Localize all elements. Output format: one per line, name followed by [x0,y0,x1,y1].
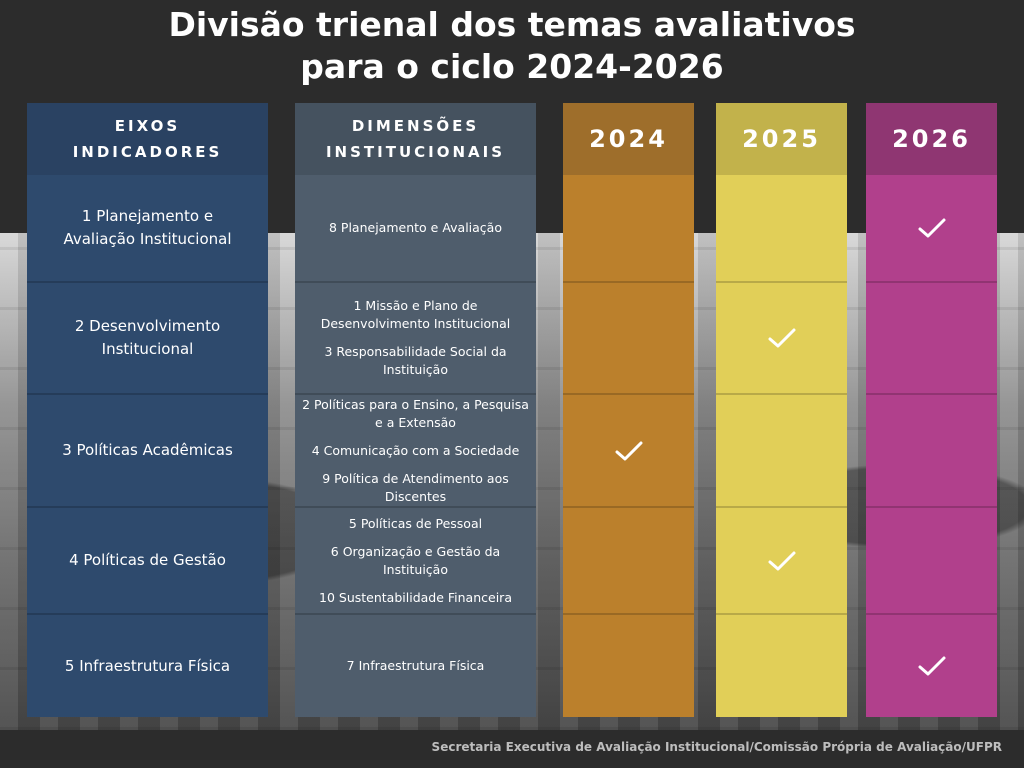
footer-bar [0,730,1024,768]
dimensao-item: 2 Políticas para o Ensino, a Pesquisa e … [302,396,529,432]
eixo-cell-5: 5 Infraestrutura Física [27,613,268,717]
dimensao-text: Instituição [383,362,448,377]
footer-credit: Secretaria Executiva de Avaliação Instit… [431,740,1002,754]
year-label: 2026 [892,125,971,153]
checkmark-icon [918,656,945,676]
year-cell [716,506,847,613]
eixo-cell-1: 1 Planejamento e Avaliação Institucional [27,175,268,281]
year-cell [563,613,694,717]
dimensao-item: 1 Missão e Plano de Desenvolvimento Inst… [321,297,511,333]
dimensao-item: 7 Infraestrutura Física [347,657,485,675]
checkmark-icon [918,218,945,238]
dimensao-item: 4 Comunicação com a Sociedade [312,442,520,460]
header-dimensoes: DIMENSÕES INSTITUCIONAIS [295,103,536,175]
year-cell [866,175,997,281]
dimensao-text: 3 Responsabilidade Social da [324,344,507,359]
dimensao-text: 10 Sustentabilidade Financeira [319,589,512,605]
year-cell [866,281,997,393]
dimensao-text: Discentes [384,488,447,504]
column-dimensoes-institucionais: DIMENSÕES INSTITUCIONAIS 8 Planejamento … [295,103,536,717]
year-label: 2024 [589,125,668,153]
header-eixos: EIXOS INDICADORES [27,103,268,175]
header-year-2026: 2026 [866,103,997,175]
dimensao-text: Instituição [383,561,448,577]
dimensao-text: e a Extensão [375,414,456,430]
eixo-cell-2: 2 Desenvolvimento Institucional [27,281,268,393]
dimensao-text: 5 Políticas de Pessoal [348,515,483,531]
dimensao-text: 9 Política de Atendimento aos [322,470,509,486]
dimensao-item: 8 Planejamento e Avaliação [329,219,502,237]
dimensao-text: 6 Organização e Gestão da [330,543,501,559]
dimensao-cell-4: 5 Políticas de Pessoal 6 Organização e G… [295,506,536,613]
year-cell [716,175,847,281]
title-line-1: Divisão trienal dos temas avaliativos [168,5,856,44]
eixo-text: 5 Infraestrutura Física [64,656,231,675]
page-title: Divisão trienal dos temas avaliativos pa… [0,4,1024,88]
dimensao-cell-2: 1 Missão e Plano de Desenvolvimento Inst… [295,281,536,393]
year-cell [563,393,694,506]
dimensao-cell-3: 2 Políticas para o Ensino, a Pesquisa e … [295,393,536,506]
header-dimensoes-line-2: INSTITUCIONAIS [325,143,506,161]
eixo-text: Institucional [101,340,194,358]
eixo-text: 3 Políticas Acadêmicas [62,441,233,459]
header-year-2025: 2025 [716,103,847,175]
checkmark-icon [768,328,795,348]
dimensao-item: 6 Organização e Gestão da Instituição [331,543,500,579]
year-cell [563,175,694,281]
dimensao-cell-1: 8 Planejamento e Avaliação [295,175,536,281]
dimensao-text: 8 Planejamento e Avaliação [329,220,502,235]
dimensao-text: Desenvolvimento Institucional [320,316,511,331]
eixo-text: Avaliação Institucional [63,230,232,248]
column-year-2026: 2026 [866,103,997,717]
dimensao-text: 7 Infraestrutura Física [346,658,485,673]
dimensao-text: 2 Políticas para o Ensino, a Pesquisa [302,396,529,412]
header-dimensoes-line-1: DIMENSÕES [351,117,480,135]
column-year-2024: 2024 [563,103,694,717]
year-cell [866,506,997,613]
year-cell [866,613,997,717]
dimensao-item: 9 Política de Atendimento aos Discentes [322,470,508,506]
dimensao-item: 3 Responsabilidade Social da Instituição [324,343,506,379]
eixo-text: 2 Desenvolvimento [74,317,221,335]
year-cell [716,613,847,717]
eixo-cell-3: 3 Políticas Acadêmicas [27,393,268,506]
column-year-2025: 2025 [716,103,847,717]
year-cell [716,393,847,506]
header-eixos-line-1: EIXOS [114,117,181,135]
dimensao-cell-5: 7 Infraestrutura Física [295,613,536,717]
column-eixos-indicadores: EIXOS INDICADORES 1 Planejamento e Avali… [27,103,268,717]
header-eixos-line-2: INDICADORES [72,143,223,161]
title-line-2: para o ciclo 2024-2026 [300,47,724,86]
eixo-cell-4: 4 Políticas de Gestão [27,506,268,613]
dimensao-text: 1 Missão e Plano de [353,298,478,313]
year-cell [563,506,694,613]
dimensao-text: 4 Comunicação com a Sociedade [311,442,520,458]
eixo-text: 1 Planejamento e [81,207,214,225]
dimensao-item: 5 Políticas de Pessoal [349,515,482,533]
year-cell [563,281,694,393]
year-label: 2025 [742,125,821,153]
checkmark-icon [768,551,795,570]
dimensao-item: 10 Sustentabilidade Financeira [319,589,512,607]
checkmark-icon [615,441,642,460]
year-cell [716,281,847,393]
eixo-text: 4 Políticas de Gestão [69,551,226,569]
year-cell [866,393,997,506]
header-year-2024: 2024 [563,103,694,175]
